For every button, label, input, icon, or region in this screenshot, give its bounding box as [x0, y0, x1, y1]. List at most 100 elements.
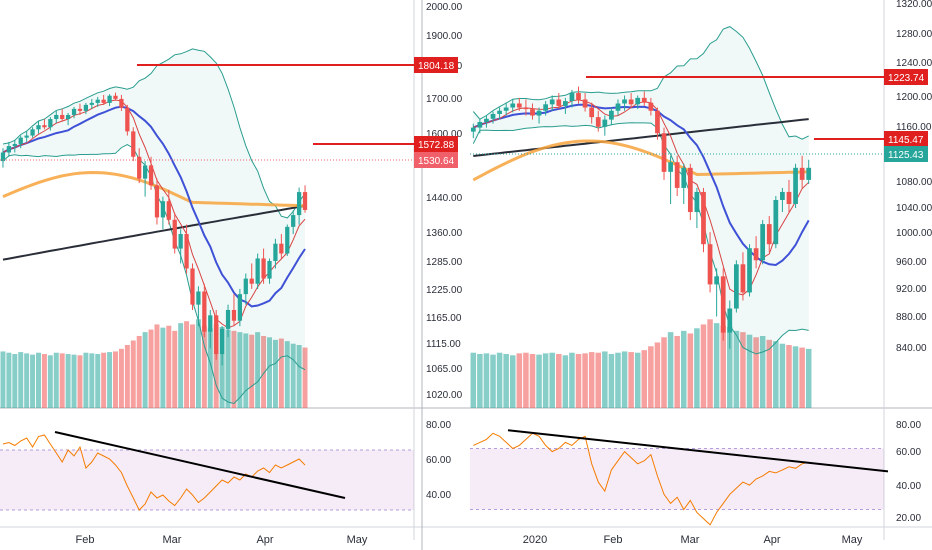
candle-body: [714, 276, 720, 285]
candle-body: [142, 165, 148, 179]
volume-bar: [575, 354, 582, 408]
volume-bar: [184, 321, 190, 408]
candle-body: [261, 258, 266, 279]
candle-body: [799, 167, 805, 180]
candle-body: [793, 167, 798, 204]
ma-200-line: [2, 204, 306, 261]
volume-bar: [30, 354, 36, 408]
volume-bar: [549, 352, 555, 408]
candle-body: [36, 125, 41, 130]
bollinger-upper: [2, 48, 306, 219]
candle-body: [806, 167, 812, 180]
candle-body: [786, 191, 792, 204]
volume-bar: [516, 353, 523, 408]
candle-body: [661, 133, 667, 172]
candle-body: [107, 95, 112, 103]
candle-body: [595, 117, 601, 127]
volume-bar: [18, 352, 24, 408]
time-tick-label: 2020: [523, 534, 547, 546]
rsi-tick-label: 40.00: [426, 490, 451, 501]
price-tick-label: 1240.00: [896, 58, 932, 69]
candle-body: [477, 121, 483, 128]
volume-bar: [65, 354, 71, 408]
candle-body: [576, 93, 581, 100]
candle-body: [24, 135, 29, 138]
candle-body: [641, 97, 647, 103]
rsi-line: [2, 434, 306, 511]
time-tick-label: May: [842, 534, 863, 546]
volume-bar: [243, 333, 249, 408]
time-tick-label: Apr: [256, 534, 273, 546]
rsi-tick-label: 40.00: [896, 481, 921, 492]
candle-body: [190, 268, 195, 305]
candle-body: [219, 328, 225, 355]
candle-body: [231, 309, 237, 321]
price-tick-label: 920.00: [896, 284, 927, 295]
volume-bar: [753, 337, 759, 408]
volume-bar: [588, 352, 595, 408]
volume-bar: [154, 324, 160, 408]
volume-bar: [490, 354, 496, 408]
volume-bar: [255, 332, 261, 408]
candle-body: [628, 99, 634, 105]
candle-body: [733, 264, 739, 309]
volume-bar: [477, 354, 483, 408]
candle-body: [773, 199, 779, 245]
candle-body: [470, 127, 476, 132]
candle-body: [273, 243, 278, 261]
price-tag: [414, 136, 458, 152]
volume-bar: [523, 352, 529, 408]
volume-bar: [641, 350, 648, 408]
candle-body: [648, 102, 654, 111]
volume-bar: [773, 341, 779, 408]
candle-body: [760, 224, 766, 261]
volume-bar: [536, 354, 542, 408]
time-tick-label: Apr: [763, 534, 780, 546]
price-tick-label: 1700.00: [426, 94, 463, 105]
volume-bar: [290, 343, 296, 408]
candle-body: [196, 291, 201, 305]
volume-bar: [278, 338, 284, 408]
candle-body: [484, 118, 489, 122]
volume-bar: [130, 340, 136, 408]
price-tick-label: 1065.00: [426, 364, 463, 375]
bollinger-fill: [473, 26, 809, 354]
volume-bar: [0, 351, 6, 408]
volume-bar: [41, 354, 47, 408]
price-tag-label: 1530.64: [418, 156, 455, 167]
candle-body: [60, 114, 65, 120]
volume-bar: [207, 328, 213, 408]
candle-body: [516, 103, 522, 108]
ma-10-line: [473, 99, 810, 296]
volume-bar: [569, 352, 575, 408]
volume-bar: [148, 329, 154, 408]
candle-body: [249, 278, 254, 284]
volume-bar: [713, 323, 720, 408]
candle-body: [503, 107, 509, 111]
candle-body: [125, 107, 130, 132]
candle-body: [89, 102, 94, 105]
price-tag: [884, 131, 928, 147]
volume-bar: [178, 323, 184, 408]
price-tick-label: 960.00: [896, 257, 927, 268]
candle-body: [668, 162, 673, 172]
bollinger-lower: [472, 122, 809, 355]
candle-body: [720, 276, 726, 333]
rsi-band: [0, 450, 414, 510]
volume-bar: [12, 354, 18, 408]
price-tick-label: 1320.00: [896, 0, 932, 10]
candle-body: [530, 109, 535, 116]
candle-body: [747, 248, 752, 293]
ma-10-line: [2, 99, 306, 329]
candle-body: [753, 248, 759, 261]
price-tag: [414, 152, 458, 168]
price-tick-label: 1440.00: [426, 193, 463, 204]
candle-body: [602, 119, 608, 127]
candle-body: [137, 156, 142, 179]
rsi-tick-label: 20.00: [896, 513, 921, 524]
price-tick-label: 1285.00: [426, 257, 463, 268]
candle-body: [267, 260, 272, 279]
candle-body: [12, 143, 17, 147]
volume-bar: [680, 330, 687, 408]
